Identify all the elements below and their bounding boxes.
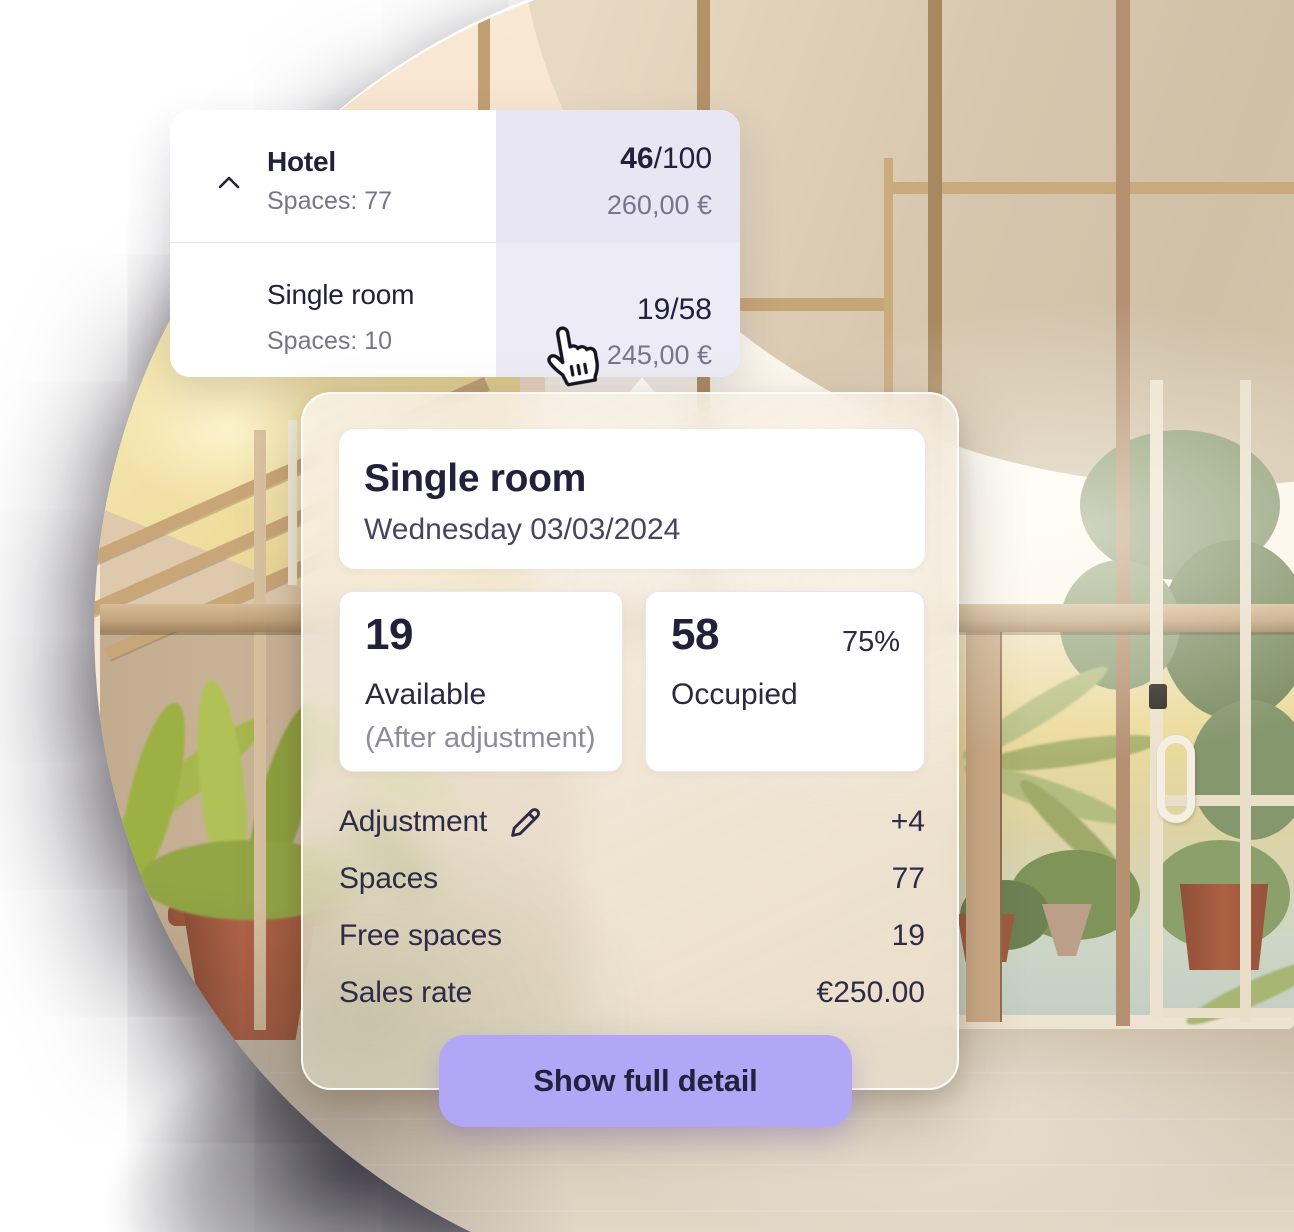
detail-row-spaces: Spaces 77 [339,859,925,899]
availability-table-card: Hotel Spaces: 77 46/100 260,00 € Single … [170,110,740,377]
detail-value: €250.00 [816,976,925,1009]
occupancy-value[interactable]: 19/58 [637,293,712,327]
pencil-edit-icon[interactable] [509,806,542,839]
detail-row-free-spaces: Free spaces 19 [339,916,925,956]
room-group-name[interactable]: Hotel [267,146,337,177]
row-divider [170,242,740,243]
occupancy-value[interactable]: 46/100 [620,142,712,176]
popup-caret [629,377,655,393]
occupancy-cell-hotel[interactable] [496,110,740,242]
popup-date: Wednesday 03/03/2024 [364,513,681,546]
occupied-count: 19 [636,293,671,326]
available-note: (After adjustment) [365,722,596,754]
room-type-name[interactable]: Single room [267,279,415,310]
detail-value: 19 [891,919,925,952]
occupied-value: 58 [671,610,719,659]
room-detail-popup: Single room Wednesday 03/03/2024 19 Avai… [301,392,959,1127]
occupied-stat-card: 58 75% Occupied [645,591,925,772]
detail-label: Adjustment [339,805,488,838]
rate-value: 245,00 € [606,340,712,370]
room-type-spaces: Spaces: 10 [267,327,393,355]
room-group-spaces: Spaces: 77 [267,187,393,215]
occupied-label: Occupied [671,678,798,711]
detail-value: 77 [891,862,925,895]
detail-label: Spaces [339,862,438,895]
capacity-count: /58 [670,293,712,326]
popup-title-card: Single room Wednesday 03/03/2024 [339,429,925,569]
available-value: 19 [365,610,413,659]
occupancy-cell-single-room[interactable] [496,242,740,377]
chevron-up-icon[interactable] [216,172,242,194]
popup-title: Single room [364,457,587,500]
rate-value: 260,00 € [606,190,712,220]
capacity-count: /100 [653,142,712,175]
show-full-detail-button[interactable]: Show full detail [439,1035,852,1127]
occupied-count: 46 [620,142,654,175]
hand-pointer-cursor-icon [535,315,610,393]
detail-row-sales-rate: Sales rate €250.00 [339,973,925,1013]
occupied-percent: 75% [841,626,900,658]
detail-value: +4 [890,805,925,838]
available-stat-card: 19 Available (After adjustment) [339,591,623,772]
detail-label: Sales rate [339,976,473,1009]
available-label: Available [365,678,487,711]
detail-row-adjustment: Adjustment +4 [339,802,925,842]
detail-label: Free spaces [339,919,502,952]
